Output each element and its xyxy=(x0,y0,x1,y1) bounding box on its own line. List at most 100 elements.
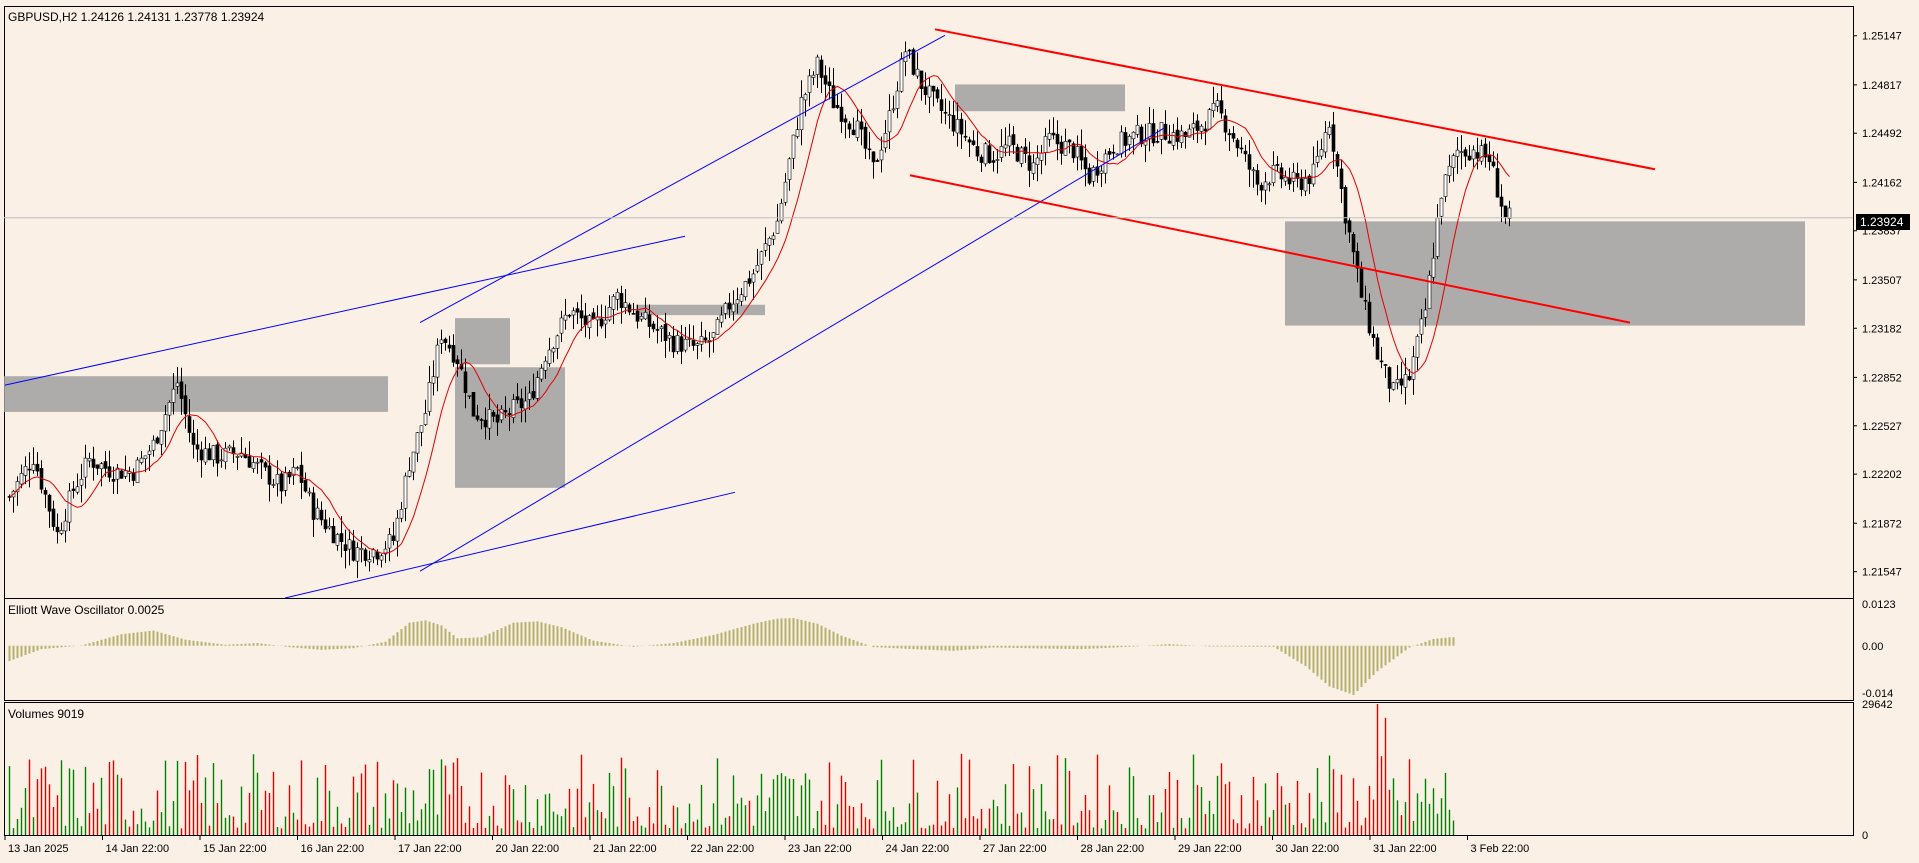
candle-body[interactable] xyxy=(1319,149,1324,157)
candle-body[interactable] xyxy=(119,470,124,479)
candle-body[interactable] xyxy=(1227,133,1232,136)
candle-body[interactable] xyxy=(359,548,364,551)
candle-body[interactable] xyxy=(199,449,204,461)
candle-body[interactable] xyxy=(183,395,188,415)
candle-body[interactable] xyxy=(495,414,500,423)
candle-body[interactable] xyxy=(251,462,256,469)
candle-body[interactable] xyxy=(1343,187,1348,224)
candle-body[interactable] xyxy=(219,459,224,462)
candle-body[interactable] xyxy=(947,114,952,116)
candle-body[interactable] xyxy=(575,308,580,313)
time-axis[interactable]: 13 Jan 2025 14 Jan 22:00 15 Jan 22:00 16 Ja… xyxy=(4,835,1529,855)
candle-body[interactable] xyxy=(1151,123,1156,144)
candle-body[interactable] xyxy=(463,371,468,394)
candle-body[interactable] xyxy=(1443,174,1448,197)
candle-body[interactable] xyxy=(851,129,856,136)
candle-body[interactable] xyxy=(247,456,252,468)
candle-body[interactable] xyxy=(1107,151,1112,155)
candle-body[interactable] xyxy=(1167,140,1172,144)
candle-body[interactable] xyxy=(1199,125,1204,132)
candle-body[interactable] xyxy=(879,149,884,161)
candle-body[interactable] xyxy=(279,473,284,492)
candle-body[interactable] xyxy=(743,281,748,298)
candle-body[interactable] xyxy=(179,381,184,399)
trendline-1[interactable] xyxy=(4,235,686,386)
candle-body[interactable] xyxy=(111,479,116,482)
candle-body[interactable] xyxy=(1251,169,1256,172)
candle-body[interactable] xyxy=(651,323,656,330)
trend-lines[interactable] xyxy=(4,28,1853,599)
candle-body[interactable] xyxy=(395,517,400,542)
candle-body[interactable] xyxy=(263,462,268,468)
candle-body[interactable] xyxy=(243,454,248,459)
candle-body[interactable] xyxy=(571,310,576,316)
candle-body[interactable] xyxy=(15,481,20,493)
candle-body[interactable] xyxy=(235,456,240,458)
candle-body[interactable] xyxy=(707,340,712,342)
candle-body[interactable] xyxy=(267,465,272,485)
candle-body[interactable] xyxy=(223,447,228,463)
candle-body[interactable] xyxy=(1083,157,1088,170)
candle-body[interactable] xyxy=(619,293,624,308)
candle-body[interactable] xyxy=(1211,103,1216,111)
candle-body[interactable] xyxy=(919,70,924,89)
candle-body[interactable] xyxy=(1135,124,1140,135)
candle-body[interactable] xyxy=(715,319,720,335)
candle-body[interactable] xyxy=(1411,356,1416,380)
candle-body[interactable] xyxy=(1175,129,1180,142)
candle-body[interactable] xyxy=(443,338,448,343)
candle-body[interactable] xyxy=(1031,162,1036,174)
candle-body[interactable] xyxy=(403,475,408,509)
candle-body[interactable] xyxy=(887,110,892,133)
candle-body[interactable] xyxy=(399,509,404,519)
candle-body[interactable] xyxy=(963,135,968,138)
candle-body[interactable] xyxy=(47,494,52,512)
candle-body[interactable] xyxy=(1231,133,1236,139)
candle-body[interactable] xyxy=(599,318,604,327)
candle-body[interactable] xyxy=(227,445,232,449)
candle-body[interactable] xyxy=(883,133,888,149)
trendline-2[interactable] xyxy=(419,34,946,324)
candle-body[interactable] xyxy=(315,507,320,520)
candle-body[interactable] xyxy=(75,486,80,493)
candle-body[interactable] xyxy=(815,56,820,75)
candle-body[interactable] xyxy=(767,237,772,246)
candle-body[interactable] xyxy=(1359,268,1364,298)
candle-body[interactable] xyxy=(631,313,636,315)
candlesticks[interactable] xyxy=(7,41,1512,579)
candle-body[interactable] xyxy=(419,425,424,433)
candle-body[interactable] xyxy=(1459,151,1464,153)
candle-body[interactable] xyxy=(319,509,324,521)
candle-body[interactable] xyxy=(363,549,368,561)
candle-body[interactable] xyxy=(51,508,56,527)
candle-body[interactable] xyxy=(79,478,84,486)
candle-body[interactable] xyxy=(1191,123,1196,129)
candle-body[interactable] xyxy=(1171,132,1176,146)
candle-body[interactable] xyxy=(895,90,900,109)
candle-body[interactable] xyxy=(491,412,496,417)
candle-body[interactable] xyxy=(335,534,340,546)
candle-body[interactable] xyxy=(167,402,172,416)
candle-body[interactable] xyxy=(1363,299,1368,302)
candle-body[interactable] xyxy=(1467,155,1472,161)
candle-body[interactable] xyxy=(151,439,156,451)
price-axis[interactable]: 1.251471.248171.244921.241621.238371.235… xyxy=(1853,31,1902,842)
candle-body[interactable] xyxy=(211,445,216,461)
candle-body[interactable] xyxy=(427,382,432,412)
candle-body[interactable] xyxy=(915,68,920,77)
candle-body[interactable] xyxy=(755,264,760,272)
candle-body[interactable] xyxy=(295,467,300,469)
candle-body[interactable] xyxy=(967,139,972,143)
candle-body[interactable] xyxy=(723,303,728,314)
candle-body[interactable] xyxy=(995,159,1000,161)
candle-body[interactable] xyxy=(383,548,388,555)
candle-body[interactable] xyxy=(1327,126,1332,135)
candle-body[interactable] xyxy=(519,398,524,408)
candle-body[interactable] xyxy=(351,540,356,561)
candle-body[interactable] xyxy=(1071,143,1076,159)
candle-body[interactable] xyxy=(1091,167,1096,182)
candle-body[interactable] xyxy=(1007,135,1012,147)
candle-body[interactable] xyxy=(1207,109,1212,130)
